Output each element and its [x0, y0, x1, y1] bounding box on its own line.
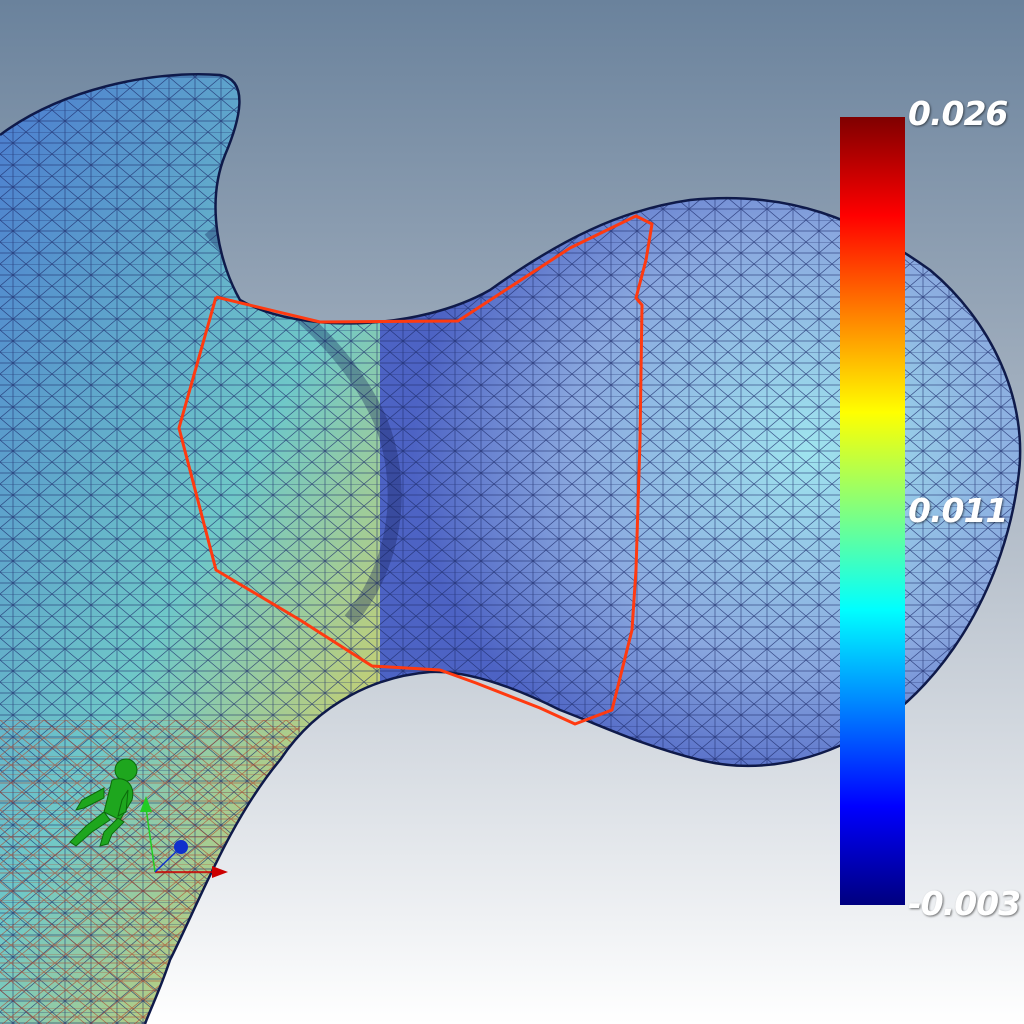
bone-outline [0, 73, 1022, 1024]
scalar-bar [840, 117, 905, 905]
axis-y-arrow-icon [140, 796, 152, 812]
scalar-bar-max-label: 0.026 [908, 94, 1008, 133]
axis-z-line [154, 847, 181, 873]
scalar-bar-colors [840, 117, 905, 905]
selection-outline[interactable] [177, 214, 654, 726]
human-figure-icon [69, 758, 138, 847]
axis-y-line [145, 807, 156, 873]
axis-x-arrow-icon [212, 866, 228, 878]
scalar-bar-mid-label: 0.011 [908, 491, 1008, 530]
scalar-bar-min-label: -0.003 [908, 884, 1021, 923]
axis-z-sphere-icon [174, 840, 188, 854]
orientation-widget[interactable] [69, 758, 228, 878]
